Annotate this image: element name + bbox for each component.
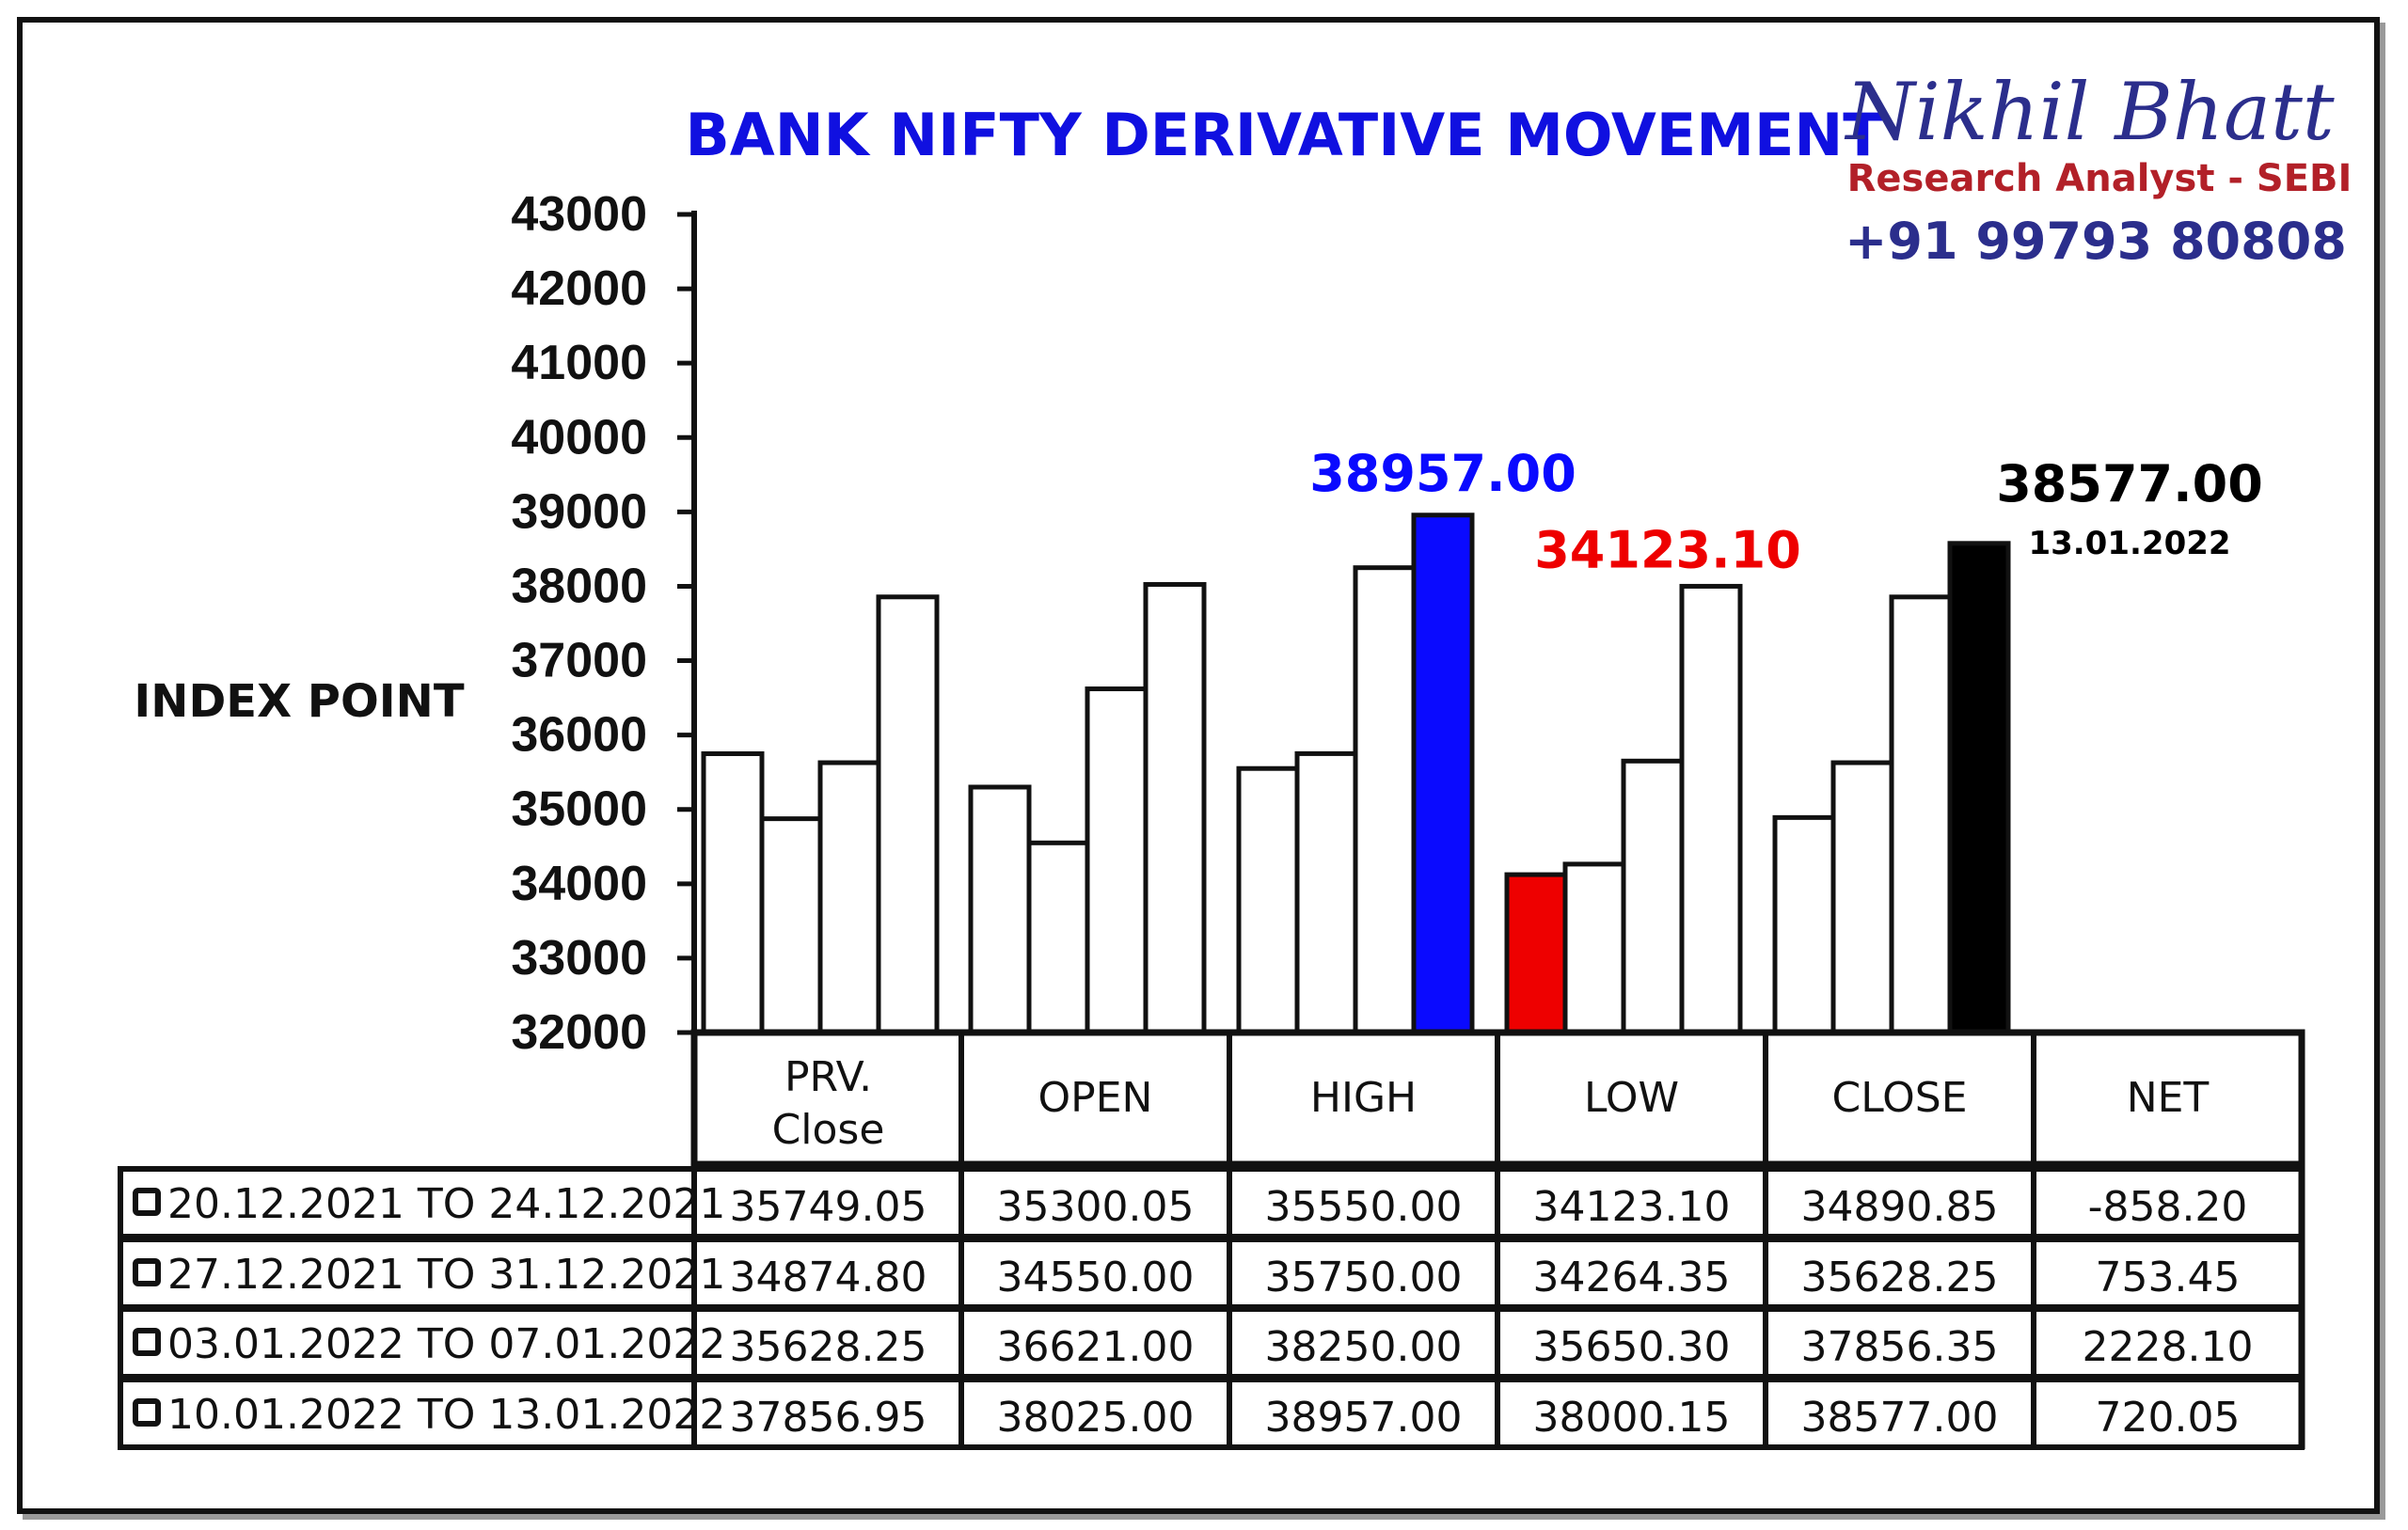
- brand-phone: +91 99793 80808: [1845, 212, 2347, 271]
- bar: [1294, 750, 1358, 1035]
- y-axis-ticks: 43000 42000 41000 40000 39000 38000 37000 36000…: [511, 187, 694, 1060]
- table-header-cell: OPEN: [1038, 1074, 1153, 1122]
- bar: [1947, 541, 2011, 1035]
- table-header-cell: CLOSE: [1831, 1074, 1967, 1122]
- legend-marker: [133, 1188, 161, 1216]
- bar: [968, 784, 1032, 1035]
- bar-value-annotation: 34123.10: [1534, 520, 1801, 579]
- legend-marker: [133, 1398, 161, 1427]
- y-tick-label: 41000: [511, 336, 647, 390]
- y-tick-label: 38000: [511, 559, 647, 613]
- bar: [876, 594, 940, 1035]
- table-cell: -858.20: [2088, 1183, 2248, 1231]
- table-cell: 36621.00: [997, 1323, 1195, 1371]
- table-cell: 35628.25: [1801, 1254, 1999, 1301]
- bars-group: [701, 513, 2011, 1035]
- table-row-label: 03.01.2022 TO 07.01.2022: [167, 1320, 725, 1368]
- bar: [1026, 840, 1090, 1035]
- table-cell: 38000.15: [1533, 1394, 1731, 1442]
- table-cell: 37856.35: [1801, 1323, 1999, 1371]
- bar: [817, 760, 881, 1035]
- y-tick-label: 35000: [511, 782, 647, 837]
- table-cell: 35300.05: [997, 1183, 1195, 1231]
- table-row-label: 10.01.2022 TO 13.01.2022: [167, 1391, 725, 1439]
- brand-name: Nikhil Bhatt: [1844, 66, 2334, 158]
- bar: [1621, 758, 1685, 1035]
- y-tick-label: 33000: [511, 931, 647, 986]
- table-cell: 38250.00: [1265, 1323, 1463, 1371]
- table-row-label: 27.12.2021 TO 31.12.2021: [167, 1251, 725, 1299]
- y-tick-label: 32000: [511, 1005, 647, 1060]
- chart-title: BANK NIFTY DERIVATIVE MOVEMENT: [686, 101, 1883, 169]
- bar: [1236, 765, 1300, 1035]
- table-cell: 35550.00: [1265, 1183, 1463, 1231]
- table-cell: 753.45: [2096, 1254, 2241, 1301]
- y-tick-label: 36000: [511, 708, 647, 763]
- brand-block: Nikhil Bhatt Research Analyst - SEBI +91…: [1844, 66, 2352, 271]
- table-header-cell: HIGH: [1310, 1074, 1417, 1122]
- table-header-cell: PRV. Close: [772, 1053, 885, 1154]
- bar-value-annotation: 38577.00: [1996, 454, 2263, 513]
- table-cell: 38025.00: [997, 1394, 1195, 1442]
- bar: [1562, 861, 1626, 1035]
- y-tick-label: 40000: [511, 410, 647, 465]
- bar: [1143, 581, 1207, 1035]
- y-tick-label: 43000: [511, 187, 647, 242]
- legend-marker: [133, 1328, 161, 1356]
- table-row: [118, 1166, 2305, 1239]
- bar: [1504, 872, 1568, 1035]
- bar-date-annotation: 13.01.2022: [2028, 525, 2230, 562]
- y-tick-label: 37000: [511, 634, 647, 688]
- bar: [1085, 686, 1149, 1035]
- bar: [759, 816, 823, 1035]
- bar: [701, 750, 765, 1035]
- bar: [1772, 814, 1836, 1035]
- table-cell: 38577.00: [1801, 1394, 1999, 1442]
- y-tick-label: 39000: [511, 484, 647, 539]
- table-cell: 34123.10: [1533, 1183, 1731, 1231]
- bar-value-annotation: 38957.00: [1309, 444, 1576, 503]
- legend-marker: [133, 1258, 161, 1286]
- bar: [1830, 760, 1894, 1035]
- y-tick-label: 34000: [511, 857, 647, 911]
- y-axis-label: INDEX POINT: [134, 675, 464, 728]
- table-cell: 37856.95: [730, 1394, 927, 1442]
- table-cell: 35750.00: [1265, 1254, 1463, 1301]
- table-cell: 720.05: [2096, 1394, 2241, 1442]
- annotations-group: 38957.00 34123.10 38577.00 13.01.2022: [1309, 444, 2263, 580]
- bar: [1679, 583, 1743, 1035]
- table-header-cell: LOW: [1584, 1074, 1679, 1122]
- table-cell: 34550.00: [997, 1254, 1195, 1301]
- table-cell: 34264.35: [1533, 1254, 1731, 1301]
- table-cell: 38957.00: [1265, 1394, 1463, 1442]
- table-cell: 35749.05: [730, 1183, 927, 1231]
- table-cell: 34890.85: [1801, 1183, 1999, 1231]
- bar: [1889, 594, 1953, 1035]
- data-table: PRV. Close OPEN HIGH LOW CLOSE NET 20.12.2021 T…: [118, 1029, 2305, 1450]
- table-cell: 35650.30: [1533, 1323, 1731, 1371]
- table-row-label: 20.12.2021 TO 24.12.2021: [167, 1180, 725, 1228]
- brand-role: Research Analyst - SEBI: [1847, 157, 2353, 200]
- y-tick-label: 42000: [511, 261, 647, 316]
- bar: [1411, 513, 1475, 1035]
- table-cell: 34874.80: [730, 1254, 927, 1301]
- table-header-cell: NET: [2127, 1074, 2210, 1122]
- table-cell: 35628.25: [730, 1323, 927, 1371]
- bar: [1353, 565, 1417, 1035]
- table-cell: 2228.10: [2083, 1323, 2254, 1371]
